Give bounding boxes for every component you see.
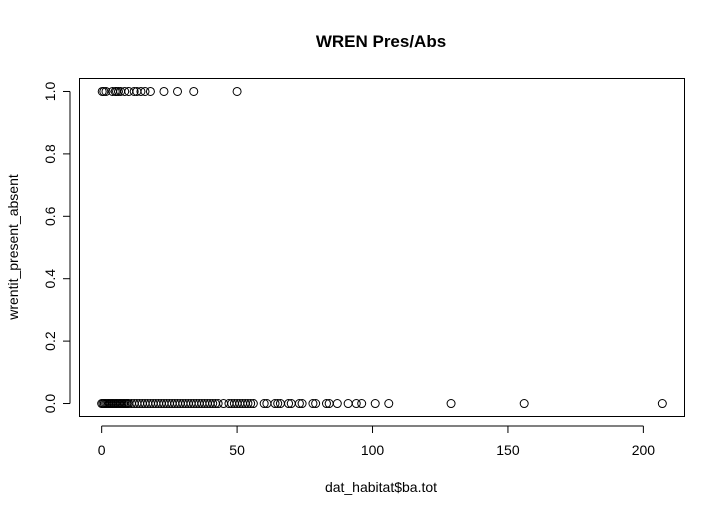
data-point: [446, 399, 456, 409]
data-point: [284, 399, 294, 409]
data-point: [140, 86, 150, 96]
y-axis-label: wrentit_present_absent: [5, 174, 21, 321]
data-point: [297, 399, 307, 409]
data-point: [113, 86, 123, 96]
data-point: [311, 399, 321, 409]
data-point: [308, 399, 318, 409]
data-point: [657, 399, 667, 409]
x-tick-label: 50: [229, 442, 245, 458]
y-tick-label: 0.8: [42, 144, 58, 164]
chart-title: WREN Pres/Abs: [316, 32, 446, 51]
data-point: [136, 86, 146, 96]
data-point: [208, 399, 218, 409]
y-tick-label: 0.4: [42, 269, 58, 289]
y-tick-label: 0.0: [42, 394, 58, 414]
y-tick-label: 0.6: [42, 206, 58, 226]
data-point: [321, 399, 331, 409]
data-point: [159, 86, 169, 96]
data-point: [189, 86, 199, 96]
x-tick-label: 150: [496, 442, 520, 458]
data-point: [232, 86, 242, 96]
x-axis: 0 50 100 150 200: [98, 425, 656, 458]
data-point: [101, 86, 111, 96]
data-point: [270, 399, 280, 409]
y-axis: 0.0 0.2 0.4 0.6 0.8 1.0: [42, 82, 71, 414]
data-point: [213, 399, 223, 409]
x-tick-label: 200: [632, 442, 656, 458]
data-point: [248, 399, 258, 409]
x-tick-label: 0: [98, 442, 106, 458]
data-point: [173, 86, 183, 96]
plot-frame: [79, 78, 685, 417]
data-point: [519, 399, 529, 409]
data-point: [294, 399, 304, 409]
data-point: [273, 399, 283, 409]
x-tick-label: 100: [361, 442, 385, 458]
data-point: [243, 399, 253, 409]
data-point: [357, 399, 367, 409]
x-axis-label: dat_habitat$ba.tot: [325, 479, 437, 495]
data-point: [370, 399, 380, 409]
y-tick-label: 1.0: [42, 82, 58, 102]
y-tick-label: 0.2: [42, 331, 58, 351]
data-point: [351, 399, 361, 409]
data-point: [145, 86, 155, 96]
data-points: [97, 86, 667, 409]
data-point: [129, 86, 139, 96]
data-point: [259, 399, 269, 409]
data-point: [332, 399, 342, 409]
data-point: [384, 399, 394, 409]
data-point: [343, 399, 353, 409]
data-point: [246, 399, 256, 409]
data-point: [99, 86, 109, 96]
data-point: [120, 86, 130, 96]
